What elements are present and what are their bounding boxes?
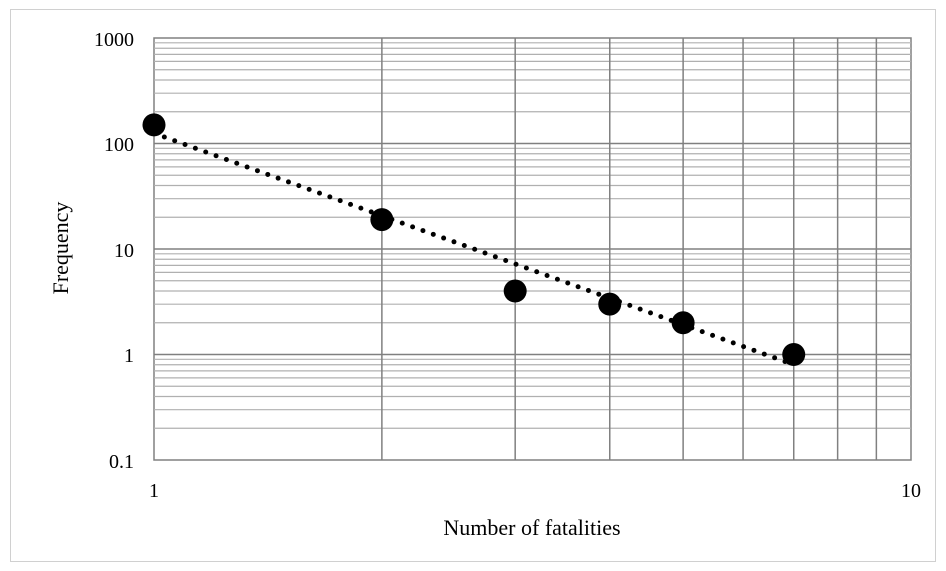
y-tick-label-0.1: 0.1 bbox=[109, 451, 134, 473]
x-tick-label-1: 1 bbox=[149, 480, 159, 502]
y-tick-label-1: 1 bbox=[124, 345, 134, 367]
y-tick-label-10: 10 bbox=[114, 240, 134, 262]
data-point-5 bbox=[671, 311, 695, 335]
trendline-path bbox=[151, 130, 797, 368]
trendline bbox=[151, 130, 797, 368]
data-point-6 bbox=[782, 343, 806, 366]
y-axis-title: Frequency bbox=[48, 202, 73, 295]
tick-labels: 1000 100 10 1 0.1 1 10 bbox=[94, 29, 921, 502]
data-point-4 bbox=[598, 292, 622, 316]
data-point-2 bbox=[370, 208, 394, 232]
data-points bbox=[142, 113, 806, 366]
x-tick-label-10: 10 bbox=[901, 480, 921, 502]
grid bbox=[153, 37, 912, 461]
y-tick-label-1000: 1000 bbox=[94, 29, 134, 51]
data-point-3 bbox=[503, 279, 527, 303]
y-tick-label-100: 100 bbox=[104, 134, 134, 156]
x-axis-title: Number of fatalities bbox=[443, 515, 620, 540]
data-point-1 bbox=[142, 113, 166, 137]
